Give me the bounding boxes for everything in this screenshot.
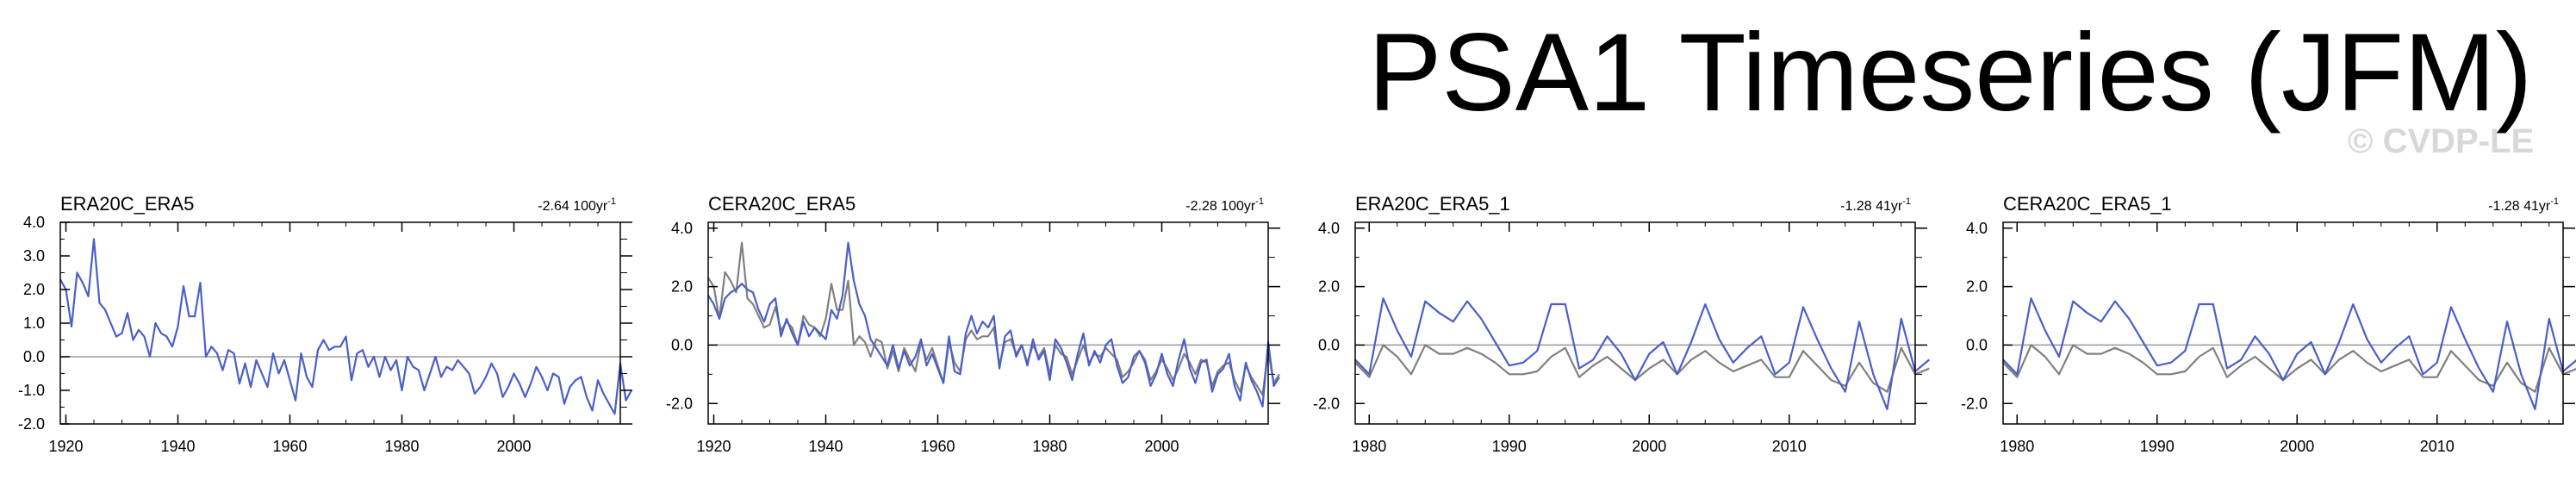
x-tick-label: 1990 bbox=[1492, 438, 1527, 455]
watermark: © CVDP-LE bbox=[2348, 122, 2535, 160]
plot-frame bbox=[59, 221, 621, 425]
y-tick-label: -2.0 bbox=[1313, 395, 1340, 412]
y-tick-label: 0.0 bbox=[1966, 336, 1988, 353]
series-line-era20c-era5 bbox=[707, 241, 1280, 396]
x-tick-label: 2010 bbox=[2420, 438, 2455, 455]
y-tick-label: 4.0 bbox=[1318, 220, 1340, 237]
x-tick-label: 2000 bbox=[2280, 438, 2314, 455]
panel-trend-label: -1.28 41yr-1 bbox=[1840, 196, 1911, 214]
x-tick-label: 1960 bbox=[272, 438, 307, 455]
panel-trend-label: -2.28 100yr-1 bbox=[1185, 196, 1264, 214]
y-tick-label: 0.0 bbox=[23, 348, 45, 365]
plot-frame bbox=[1354, 221, 1916, 425]
series-line-cera20c-era5 bbox=[707, 241, 1280, 408]
x-tick-label: 1940 bbox=[808, 438, 843, 455]
y-tick-label: -2.0 bbox=[18, 415, 45, 433]
x-tick-label: 1980 bbox=[384, 438, 419, 455]
x-tick-label: 1980 bbox=[2000, 438, 2034, 455]
series-line-era20c-era5 bbox=[59, 238, 632, 415]
y-tick-label: -2.0 bbox=[666, 395, 693, 412]
y-tick-label: -2.0 bbox=[1961, 395, 1988, 412]
panel-trend-label: -1.28 41yr-1 bbox=[2488, 196, 2559, 214]
y-tick-label: 0.0 bbox=[1318, 336, 1340, 353]
y-tick-label: 2.0 bbox=[1318, 278, 1340, 296]
y-tick-label: 2.0 bbox=[23, 281, 45, 298]
panel-title: CERA20C_ERA5_1 bbox=[2003, 193, 2172, 215]
x-tick-label: 1920 bbox=[48, 438, 83, 455]
y-tick-label: 3.0 bbox=[23, 247, 45, 265]
x-tick-label: 1980 bbox=[1352, 438, 1386, 455]
series-line-era20c-era5-1 bbox=[1354, 297, 1931, 411]
chart-panel-4: 1980 1990 2000 2010 -2.0 0.0 2.0 4.0 CERA20C_ERA… bbox=[1961, 193, 2576, 455]
x-tick-label: 2010 bbox=[1772, 438, 1807, 455]
panel-title: ERA20C_ERA5 bbox=[60, 193, 194, 215]
series-line-era20c-era5-1979-2019- bbox=[1354, 344, 1930, 393]
x-tick-label: 2000 bbox=[1632, 438, 1666, 455]
x-tick-label: 1960 bbox=[920, 438, 955, 455]
x-tick-label: 1980 bbox=[1032, 438, 1067, 455]
y-tick-label: 4.0 bbox=[23, 214, 45, 231]
y-tick-label: -1.0 bbox=[18, 382, 45, 399]
plot-frame bbox=[2002, 221, 2564, 425]
y-tick-label: 4.0 bbox=[1966, 220, 1988, 237]
plot-frame bbox=[707, 221, 1269, 425]
x-tick-label: 1990 bbox=[2140, 438, 2175, 455]
y-tick-label: 0.0 bbox=[671, 336, 693, 353]
x-tick-label: 1940 bbox=[160, 438, 195, 455]
chart-panel-3: 1980 1990 2000 2010 -2.0 0.0 2.0 4.0 ERA20C_ERA5… bbox=[1313, 193, 1931, 455]
page-title: PSA1 Timeseries (JFM) bbox=[1368, 11, 2533, 134]
x-tick-label: 2000 bbox=[496, 438, 531, 455]
y-tick-label: 2.0 bbox=[1966, 278, 1988, 296]
y-tick-label: 2.0 bbox=[671, 278, 693, 296]
series-line-cera20c-era5-1 bbox=[2002, 297, 2576, 411]
chart-panel-2: 1920 1940 1960 1980 2000 -2.0 0.0 2.0 4.0 CERA20C… bbox=[666, 193, 1280, 455]
x-tick-label: 1920 bbox=[696, 438, 731, 455]
panel-trend-label: -2.64 100yr-1 bbox=[538, 196, 616, 214]
x-tick-label: 2000 bbox=[1144, 438, 1179, 455]
y-tick-label: 4.0 bbox=[671, 220, 693, 237]
chart-panel-1: 1920 1940 1960 1980 2000 -2.0 -1.0 0.0 1.0 2.0 3.0… bbox=[18, 193, 632, 455]
series-line-era20c-era5-1979-2019- bbox=[2002, 344, 2576, 393]
panel-title: ERA20C_ERA5_1 bbox=[1355, 193, 1510, 215]
y-tick-label: 1.0 bbox=[23, 315, 45, 332]
panel-title: CERA20C_ERA5 bbox=[708, 193, 856, 215]
